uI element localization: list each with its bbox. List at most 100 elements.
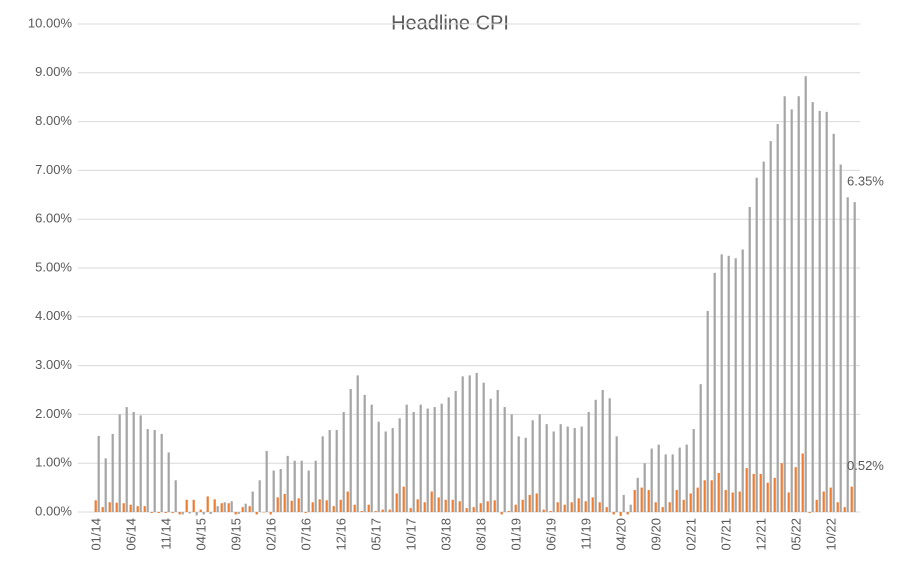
bar [398,418,401,512]
bar [419,404,422,512]
bar [612,512,615,515]
bar [829,487,832,512]
y-tick-label: 6.00% [35,211,72,226]
bar [199,509,202,512]
bar [713,272,716,512]
bar [468,375,471,512]
bar [500,512,503,515]
bar [563,504,566,512]
bar [538,414,541,512]
bar [685,444,688,512]
bar [839,164,842,512]
x-tick-label: 01/19 [508,518,523,551]
bar [668,502,671,512]
x-tick-label: 12/21 [753,518,768,551]
bar [276,497,279,512]
bar [325,500,328,512]
x-tick-label: 12/16 [333,518,348,551]
bar [776,124,779,512]
bar [416,499,419,512]
bar [661,507,664,512]
bar [412,411,415,512]
bar [451,499,454,512]
bar [734,258,737,512]
bar [346,491,349,512]
bar [195,512,198,516]
bar [349,389,352,512]
bar [591,497,594,512]
bar [636,477,639,512]
bar [171,512,174,513]
bar [535,493,538,512]
bar [745,468,748,512]
bar [153,430,156,512]
bar [458,501,461,512]
bar [531,420,534,512]
bar [811,102,814,512]
bar [339,499,342,512]
x-tick-label: 02/16 [263,518,278,551]
bar [465,508,468,512]
bar [318,499,321,512]
bar [675,490,678,512]
bar [241,507,244,512]
chart-title: Headline CPI [391,12,509,34]
bar [405,404,408,512]
bar [682,499,685,512]
bar [853,202,856,512]
y-tick-label: 1.00% [35,455,72,470]
x-tick-label: 07/16 [298,518,313,551]
bar [692,429,695,512]
bar [437,497,440,512]
y-tick-label: 9.00% [35,64,72,79]
x-tick-label: 06/14 [123,518,138,551]
bar [139,415,142,512]
bar [160,433,163,512]
bar [314,460,317,512]
bar [503,407,506,512]
bar [269,512,272,515]
bar [717,472,720,512]
bar [689,493,692,512]
x-tick-label: 04/20 [613,518,628,551]
bar [181,512,184,515]
bar [353,504,356,512]
bar [164,512,167,513]
bar [454,390,457,512]
bar [307,470,310,512]
bar [118,414,121,512]
y-tick-label: 10.00% [28,15,73,30]
bar [146,429,149,512]
bar [286,455,289,512]
bar [577,498,580,512]
bar [493,500,496,512]
bar [122,503,125,512]
bar [696,487,699,512]
bar [342,411,345,512]
bar [622,494,625,512]
bar [608,398,611,512]
bar [132,411,135,512]
bar [643,463,646,512]
bar [328,430,331,512]
bar [447,397,450,512]
value-label: 6.35% [847,174,884,189]
bar [703,480,706,512]
bar [335,430,338,512]
bar [174,480,177,512]
y-tick-label: 8.00% [35,113,72,128]
bar [384,431,387,512]
bar [290,500,293,512]
bar [216,506,219,512]
bar [741,249,744,512]
bar [825,111,828,512]
bar [143,506,146,512]
bar [794,467,797,512]
bar [188,512,191,514]
bar [755,177,758,512]
bar [227,503,230,512]
bar [178,512,181,515]
bar [647,490,650,512]
bar [293,460,296,512]
bar [580,426,583,512]
